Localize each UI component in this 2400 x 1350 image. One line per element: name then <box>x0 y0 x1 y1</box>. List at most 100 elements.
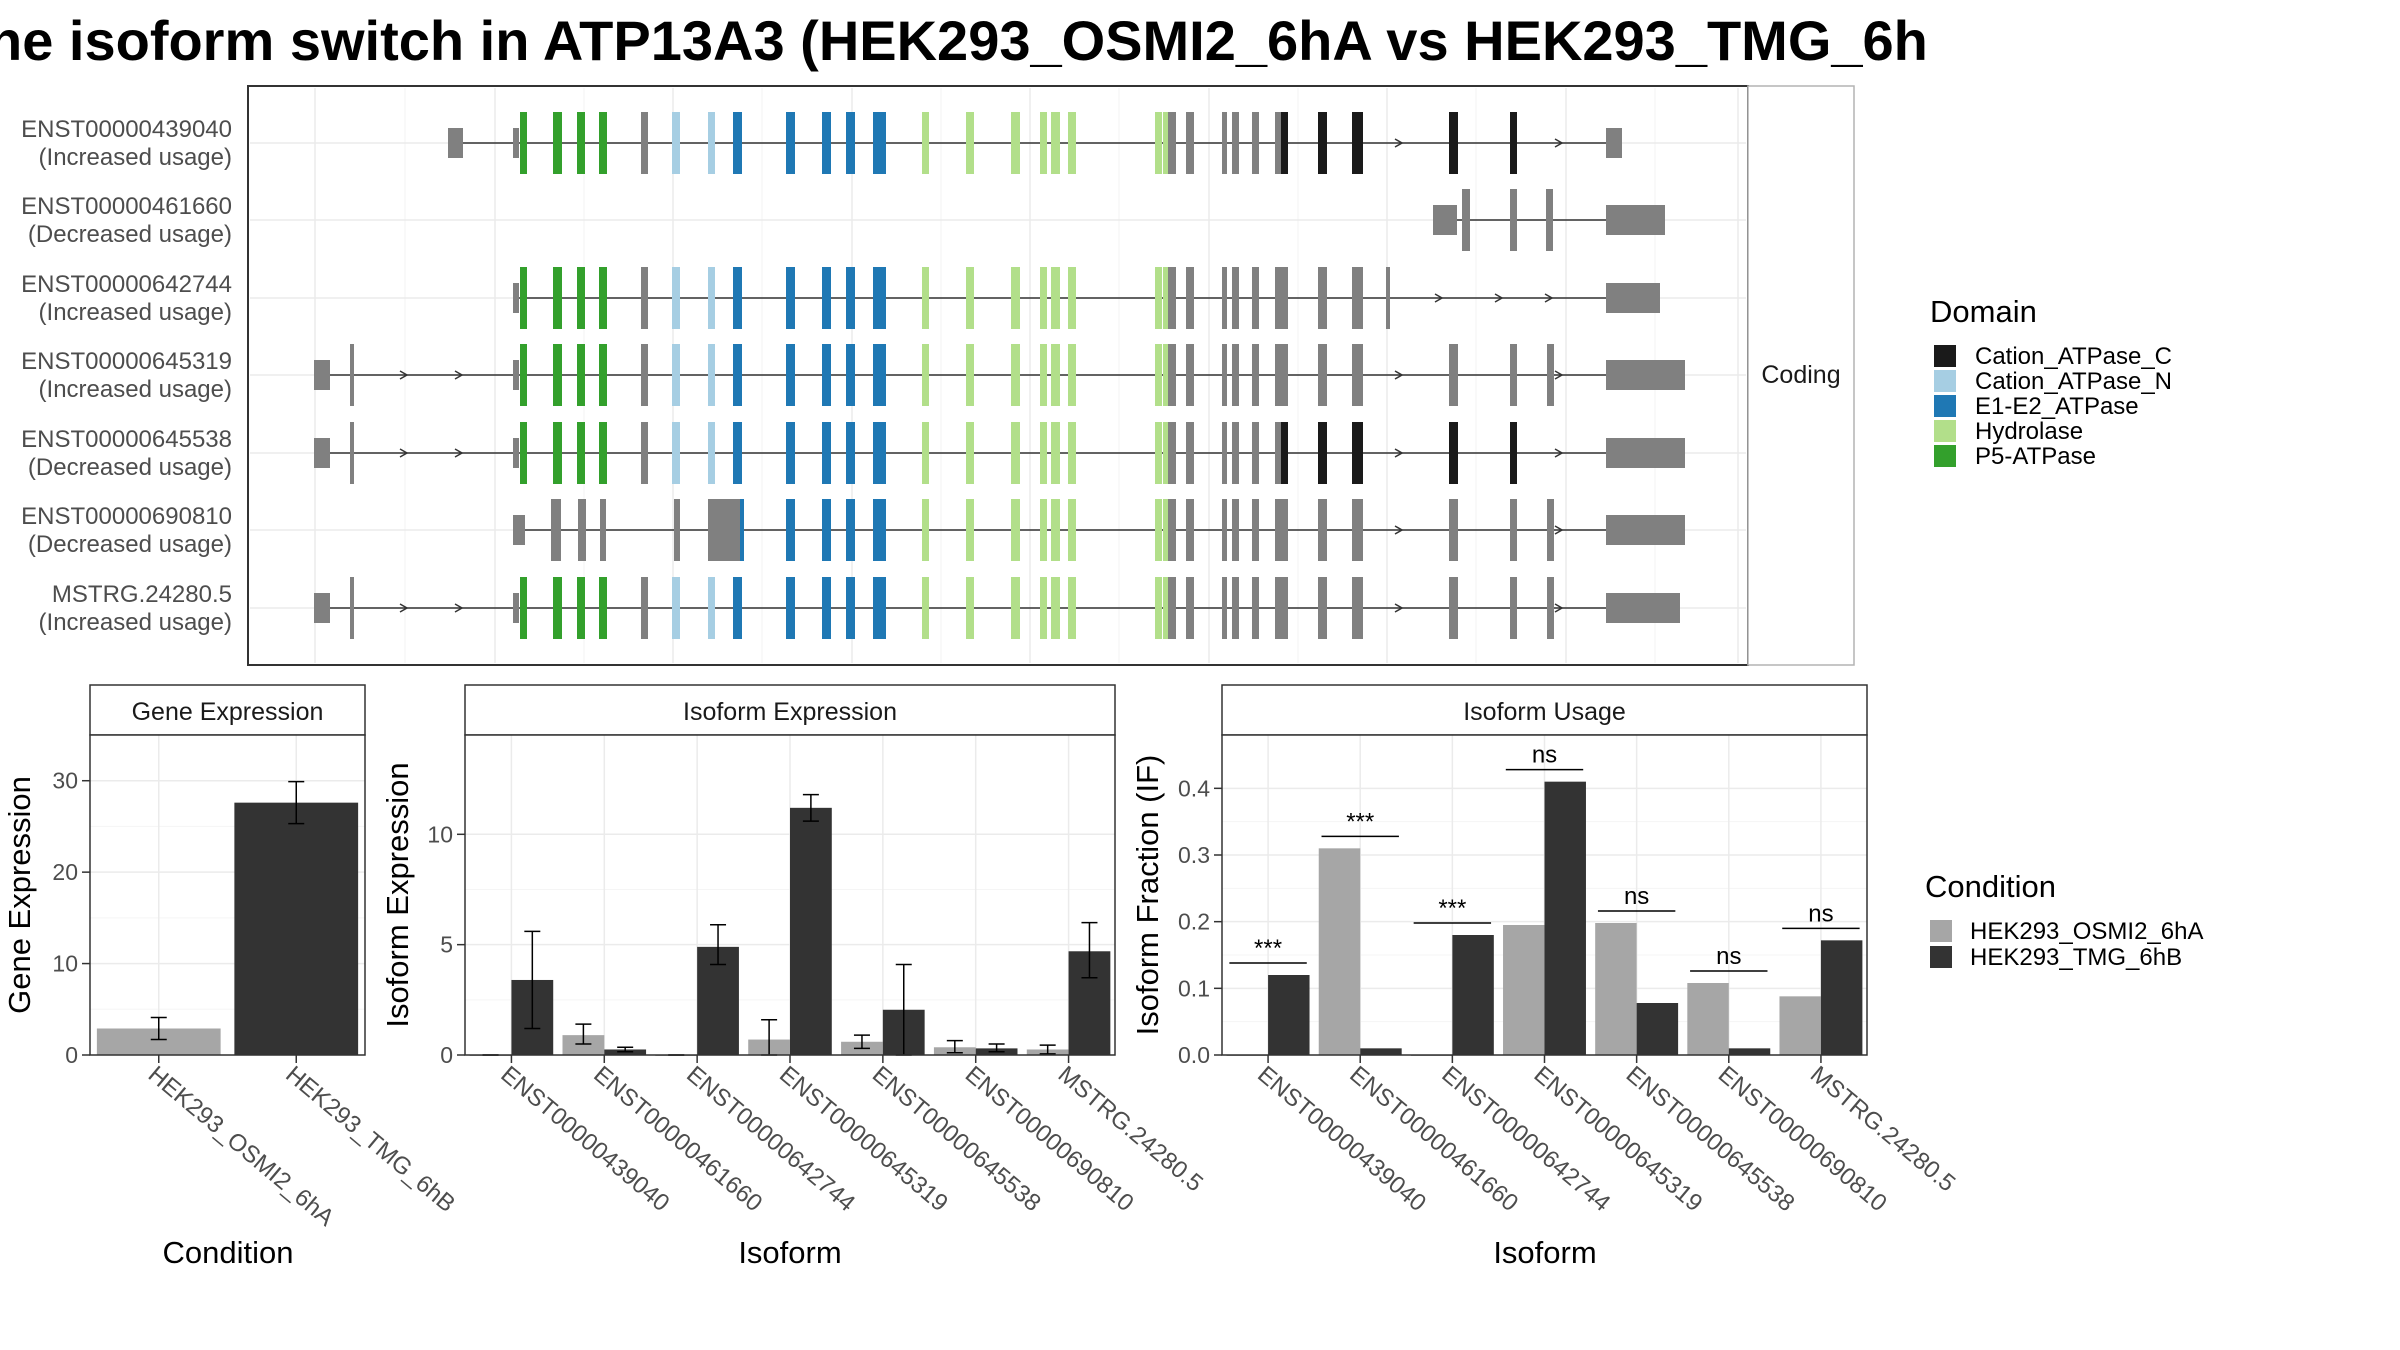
exon <box>1252 112 1259 174</box>
exon <box>1186 344 1194 406</box>
x-tick-label: ENST00000690810 <box>960 1061 1139 1217</box>
domain-legend-swatch <box>1934 420 1956 442</box>
exon <box>641 112 648 174</box>
transcript-usage-label: (Decreased usage) <box>28 531 232 558</box>
exon <box>672 577 680 639</box>
y-tick-label: 10 <box>52 951 78 977</box>
exon <box>1163 499 1170 561</box>
transcript-usage-label: (Decreased usage) <box>28 221 232 248</box>
exon <box>577 577 585 639</box>
exon <box>1222 344 1227 406</box>
exon <box>1168 499 1176 561</box>
exon <box>672 344 680 406</box>
exon <box>1186 267 1194 329</box>
exon <box>1449 499 1458 561</box>
strand-arrow <box>1554 448 1564 458</box>
transcript-row <box>513 267 1660 329</box>
exon <box>1040 577 1047 639</box>
page-title: he isoform switch in ATP13A3 (HEK293_OSM… <box>0 9 1928 72</box>
exon <box>1252 344 1259 406</box>
exon <box>1449 112 1458 174</box>
exon <box>1252 267 1259 329</box>
exon <box>1352 112 1363 174</box>
exon <box>1232 499 1239 561</box>
bar <box>1595 923 1637 1055</box>
exon <box>1051 112 1060 174</box>
transcript-row <box>1433 189 1665 251</box>
exon <box>520 344 527 406</box>
panel-strip-title: Gene Expression <box>132 698 324 726</box>
exon <box>1011 422 1020 484</box>
exon <box>873 344 886 406</box>
exon <box>1281 344 1288 406</box>
exon <box>1318 112 1327 174</box>
isoform-expression-chart: Isoform Expression0510ENST00000439040ENS… <box>380 684 1208 1270</box>
strand-arrow <box>1394 448 1404 458</box>
exon <box>1352 267 1363 329</box>
x-tick-label: ENST00000645319 <box>774 1061 953 1217</box>
exon <box>1606 205 1665 235</box>
y-tick-label: 0.4 <box>1178 775 1210 801</box>
bar <box>1820 940 1863 1055</box>
panel-strip <box>89 684 366 736</box>
significance-label: *** <box>1346 808 1374 835</box>
exon <box>846 267 855 329</box>
exon <box>733 267 742 329</box>
strand-arrow <box>1554 525 1564 535</box>
significance-label: *** <box>1438 895 1466 922</box>
bar <box>1452 935 1494 1055</box>
significance-label: ns <box>1716 943 1741 970</box>
exon <box>1040 344 1047 406</box>
exon <box>966 422 974 484</box>
exon <box>1547 577 1554 639</box>
significance-label: ns <box>1624 883 1649 910</box>
x-tick-label: ENST00000461660 <box>588 1061 767 1217</box>
transcript-labels: ENST00000439040(Increased usage)ENST0000… <box>21 116 232 636</box>
condition-legend-swatch <box>1930 946 1952 968</box>
exon <box>1222 499 1227 561</box>
exon <box>599 112 607 174</box>
exon <box>1051 422 1060 484</box>
exon <box>672 267 680 329</box>
strand-arrow <box>1554 370 1564 380</box>
exon <box>1275 112 1283 174</box>
exon <box>822 267 831 329</box>
domain-legend-items: Cation_ATPase_CCation_ATPase_NE1-E2_ATPa… <box>1934 343 2172 470</box>
exon <box>1068 422 1076 484</box>
exon <box>966 344 974 406</box>
domain-legend-label: Cation_ATPase_N <box>1975 368 2172 395</box>
exon <box>1510 422 1517 484</box>
exon <box>1222 577 1227 639</box>
exon <box>1186 112 1194 174</box>
exon <box>1155 499 1162 561</box>
y-tick-label: 0.3 <box>1178 842 1210 868</box>
exon <box>599 577 607 639</box>
exon <box>1232 577 1239 639</box>
transcript-id-label: ENST00000642744 <box>21 271 232 298</box>
exon <box>1281 422 1288 484</box>
exon <box>822 112 831 174</box>
condition-legend-swatch <box>1930 920 1952 942</box>
exon <box>513 515 525 545</box>
exon <box>1232 422 1239 484</box>
x-tick-label: ENST00000642744 <box>681 1061 860 1217</box>
exon <box>1281 112 1288 174</box>
exon <box>1252 577 1259 639</box>
exon <box>1318 267 1327 329</box>
exon <box>846 422 855 484</box>
y-tick-label: 0 <box>440 1042 453 1068</box>
exon <box>350 422 354 484</box>
x-axis-title: Condition <box>163 1235 294 1270</box>
transcript-usage-label: (Decreased usage) <box>28 454 232 481</box>
domain-legend-title: Domain <box>1930 294 2037 329</box>
strand-arrow <box>1394 370 1404 380</box>
exon <box>1011 112 1020 174</box>
exon <box>922 344 929 406</box>
exon <box>674 499 680 561</box>
domain-legend-swatch <box>1934 370 1956 392</box>
exon <box>822 577 831 639</box>
exon <box>1318 577 1327 639</box>
exon <box>1068 344 1076 406</box>
exon <box>1040 499 1047 561</box>
exon <box>599 422 607 484</box>
